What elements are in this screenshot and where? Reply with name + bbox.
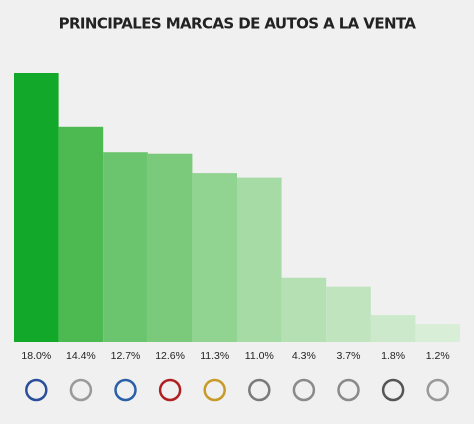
value-label: 12.6% (155, 350, 185, 362)
value-label: 3.7% (337, 350, 361, 362)
logo-shape (25, 378, 48, 402)
bar (370, 315, 416, 342)
brand-logo (426, 378, 449, 402)
brand-logo (292, 378, 316, 402)
value-label: 12.7% (111, 350, 141, 362)
bar (237, 177, 282, 342)
logo-shape (158, 378, 182, 402)
bar (326, 286, 371, 342)
value-label: 1.2% (426, 350, 450, 362)
logo-shape (248, 378, 271, 402)
chart-title: PRINCIPALES MARCAS DE AUTOS A LA VENTA (59, 15, 417, 33)
value-label: 11.0% (245, 350, 274, 362)
logo-shape (337, 378, 360, 402)
logo-shape (69, 378, 93, 402)
value-label: 1.8% (381, 350, 405, 362)
logo-shape (114, 378, 137, 402)
bar (58, 126, 104, 342)
brand-logo (69, 378, 93, 402)
brand-logo (25, 378, 48, 402)
bar (103, 152, 148, 342)
value-label: 18.0% (21, 350, 51, 362)
bar (147, 153, 193, 342)
logo-shape (381, 378, 405, 402)
brand-logo (248, 378, 271, 402)
bar (14, 73, 59, 342)
brand-logo (114, 378, 137, 402)
value-label: 14.4% (66, 350, 96, 362)
logo-shape (292, 378, 316, 402)
brand-logo (381, 378, 405, 402)
bar (281, 277, 327, 342)
logo-shape (426, 378, 449, 402)
bar (415, 324, 460, 342)
brand-logo (158, 378, 182, 402)
brand-logo (203, 378, 226, 402)
logo-shape (203, 378, 226, 402)
value-label: 4.3% (292, 350, 316, 362)
bar (192, 173, 237, 342)
value-label: 11.3% (200, 350, 229, 362)
brand-logo (337, 378, 360, 402)
